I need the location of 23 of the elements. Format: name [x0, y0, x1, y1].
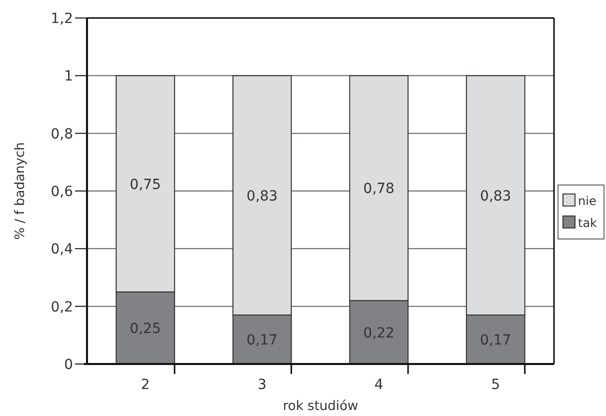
y-tick-label: 0,2	[50, 299, 73, 316]
y-tick-label: 0	[64, 357, 73, 373]
y-tick-label: 0,4	[50, 242, 74, 258]
x-axis-title: rok studiów	[282, 399, 358, 414]
y-tick-label: 1,2	[50, 11, 73, 27]
x-tick-label: 4	[374, 377, 384, 393]
data-label: 0,17	[480, 332, 512, 348]
legend-label: tak	[578, 216, 598, 230]
data-label: 0,25	[130, 320, 161, 337]
data-label: 0,22	[363, 325, 394, 342]
data-label: 0,78	[363, 181, 394, 198]
x-tick-label: 5	[491, 377, 500, 393]
y-tick-label: 0,8	[50, 126, 73, 142]
data-label: 0,17	[246, 332, 278, 348]
data-label: 0,75	[130, 176, 161, 193]
data-label: 0,83	[246, 188, 278, 204]
y-tick-label: 0,6	[50, 184, 74, 200]
y-axis-title: % / f badanych	[13, 142, 28, 240]
data-label: 0,83	[480, 188, 512, 204]
y-tick-label: 1	[64, 68, 73, 85]
legend-label: nie	[578, 194, 596, 208]
x-tick-label: 2	[140, 377, 150, 393]
x-tick-label: 3	[258, 377, 267, 393]
